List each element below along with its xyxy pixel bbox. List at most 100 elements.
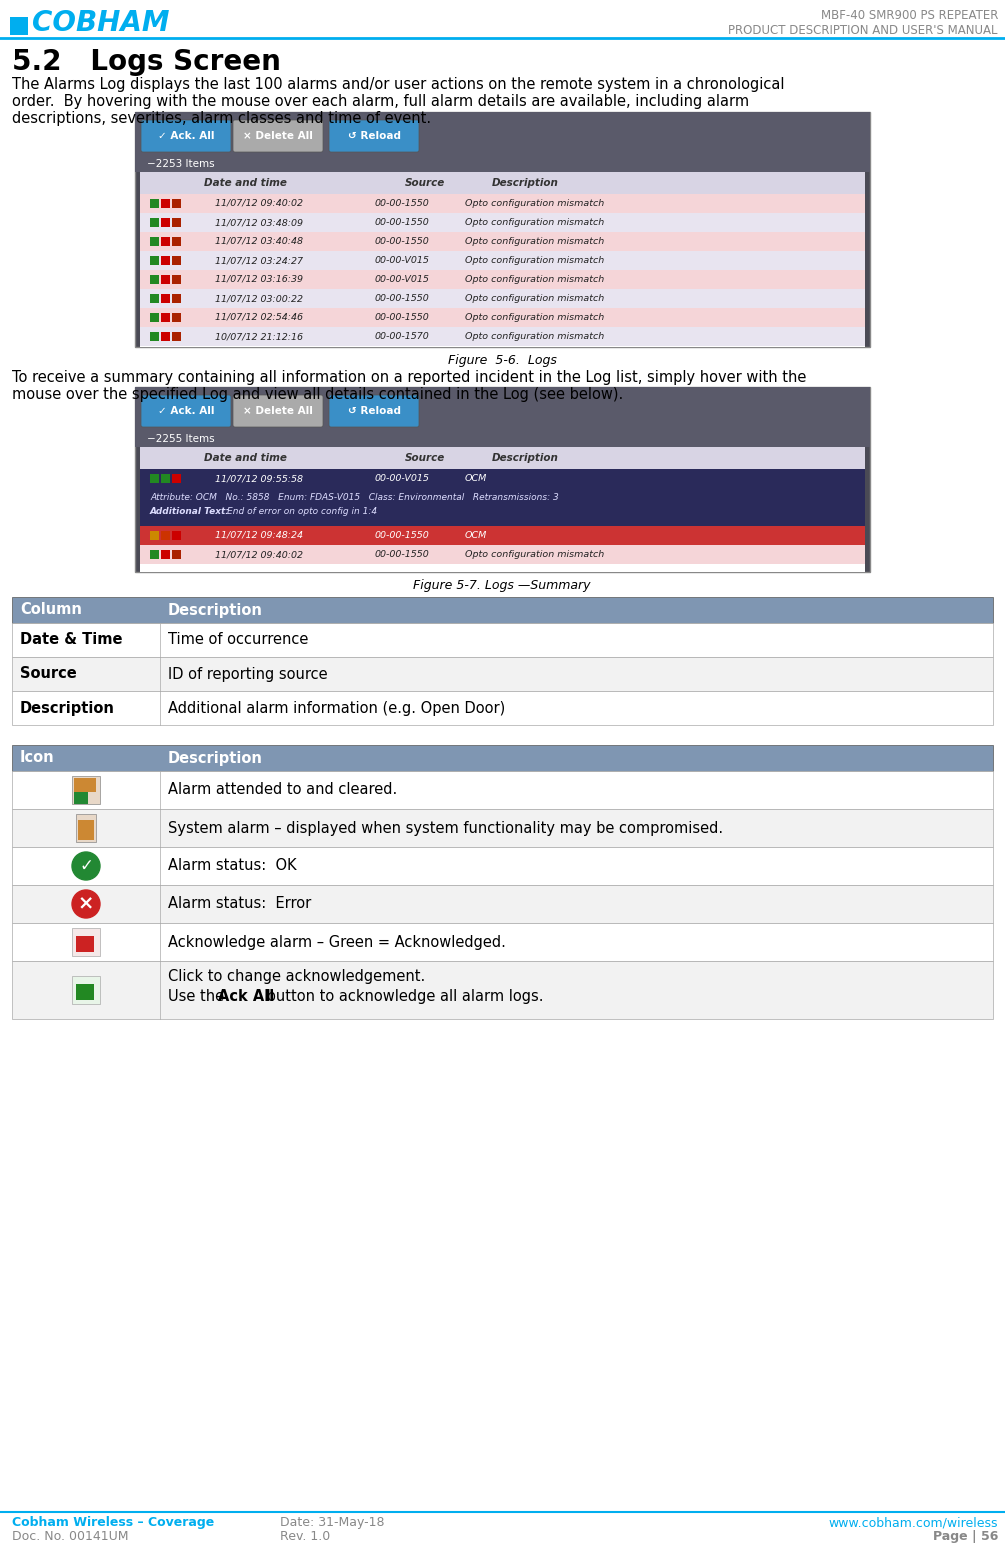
Text: 11/07/12 03:24:27: 11/07/12 03:24:27 <box>215 256 303 266</box>
Text: MBF-40 SMR900 PS REPEATER: MBF-40 SMR900 PS REPEATER <box>821 9 998 22</box>
Text: 11/07/12 03:48:09: 11/07/12 03:48:09 <box>215 219 303 226</box>
Text: mouse over the specified Log and view all details contained in the Log (see belo: mouse over the specified Log and view al… <box>12 387 623 401</box>
Text: Description: Description <box>20 700 115 715</box>
Bar <box>140 251 865 270</box>
Text: Description: Description <box>168 750 263 765</box>
Bar <box>140 172 865 194</box>
Text: 00-00-1550: 00-00-1550 <box>375 198 430 208</box>
Bar <box>161 198 170 208</box>
Text: Figure  5-6.  Logs: Figure 5-6. Logs <box>447 355 557 367</box>
Bar <box>150 198 159 208</box>
Text: Source: Source <box>405 178 445 187</box>
Bar <box>135 431 870 447</box>
Bar <box>12 597 993 623</box>
Text: ×: × <box>77 895 94 914</box>
Bar <box>12 772 993 809</box>
Bar <box>12 745 993 772</box>
Bar <box>161 219 170 226</box>
Bar <box>74 778 96 792</box>
Text: Opto configuration mismatch: Opto configuration mismatch <box>465 294 604 303</box>
Bar <box>172 256 181 266</box>
Text: 00-00-1550: 00-00-1550 <box>375 219 430 226</box>
Bar <box>135 387 870 572</box>
Bar <box>78 820 94 840</box>
Text: ✓: ✓ <box>79 858 92 875</box>
Text: Icon: Icon <box>20 750 54 765</box>
Text: Date & Time: Date & Time <box>20 633 123 648</box>
Text: www.cobham.com/wireless: www.cobham.com/wireless <box>828 1517 998 1529</box>
Bar <box>150 312 159 322</box>
Text: −2253 Items: −2253 Items <box>147 159 215 169</box>
Text: order.  By hovering with the mouse over each alarm, full alarm details are avail: order. By hovering with the mouse over e… <box>12 94 749 109</box>
Bar <box>140 308 865 326</box>
Text: OCM: OCM <box>465 531 487 540</box>
Bar <box>12 961 993 1018</box>
Text: 00-00-1550: 00-00-1550 <box>375 531 430 540</box>
Bar <box>150 275 159 284</box>
Text: Source: Source <box>405 453 445 462</box>
Bar <box>161 333 170 341</box>
Text: 11/07/12 03:00:22: 11/07/12 03:00:22 <box>215 294 303 303</box>
Text: Additional alarm information (e.g. Open Door): Additional alarm information (e.g. Open … <box>168 700 506 715</box>
Text: Opto configuration mismatch: Opto configuration mismatch <box>465 275 604 284</box>
Bar <box>150 531 159 540</box>
Bar <box>74 792 88 804</box>
FancyBboxPatch shape <box>329 120 419 152</box>
Circle shape <box>72 851 101 879</box>
Bar <box>140 447 865 572</box>
FancyBboxPatch shape <box>233 395 323 426</box>
Text: Page | 56: Page | 56 <box>933 1531 998 1543</box>
Text: Description: Description <box>168 603 263 617</box>
Bar <box>150 256 159 266</box>
Text: System alarm – displayed when system functionality may be compromised.: System alarm – displayed when system fun… <box>168 820 724 836</box>
Text: 00-00-1550: 00-00-1550 <box>375 237 430 245</box>
Bar <box>161 275 170 284</box>
Text: Alarm attended to and cleared.: Alarm attended to and cleared. <box>168 783 397 798</box>
Text: Click to change acknowledgement.: Click to change acknowledgement. <box>168 968 425 984</box>
Bar <box>72 776 101 804</box>
Text: Doc. No. 00141UM: Doc. No. 00141UM <box>12 1531 129 1543</box>
Text: button to acknowledge all alarm logs.: button to acknowledge all alarm logs. <box>262 989 544 1004</box>
Bar <box>135 112 870 156</box>
Text: ✓ Ack. All: ✓ Ack. All <box>158 406 214 415</box>
Bar <box>172 219 181 226</box>
Bar <box>172 550 181 559</box>
Bar <box>140 526 865 545</box>
Text: Description: Description <box>491 178 559 187</box>
Text: ID of reporting source: ID of reporting source <box>168 667 328 681</box>
FancyBboxPatch shape <box>141 120 231 152</box>
Bar <box>140 545 865 564</box>
Bar <box>161 237 170 245</box>
Bar <box>161 312 170 322</box>
Text: PRODUCT DESCRIPTION AND USER'S MANUAL: PRODUCT DESCRIPTION AND USER'S MANUAL <box>729 23 998 37</box>
Text: 5.2   Logs Screen: 5.2 Logs Screen <box>12 48 280 77</box>
Text: End of error on opto config in 1:4: End of error on opto config in 1:4 <box>227 508 377 515</box>
Bar <box>140 469 865 487</box>
Bar <box>140 194 865 212</box>
Bar <box>172 333 181 341</box>
Bar <box>161 550 170 559</box>
Text: 00-00-V015: 00-00-V015 <box>375 256 430 266</box>
Text: Column: Column <box>20 603 81 617</box>
Text: 00-00-1570: 00-00-1570 <box>375 333 430 341</box>
Bar <box>140 270 865 289</box>
Bar <box>12 623 993 658</box>
Text: Opto configuration mismatch: Opto configuration mismatch <box>465 237 604 245</box>
Bar <box>150 237 159 245</box>
Text: COBHAM: COBHAM <box>32 9 170 37</box>
Bar <box>150 294 159 303</box>
Text: Time of occurrence: Time of occurrence <box>168 633 309 648</box>
Bar <box>76 936 94 951</box>
Text: The Alarms Log displays the last 100 alarms and/or user actions on the remote sy: The Alarms Log displays the last 100 ala… <box>12 77 785 92</box>
Text: Opto configuration mismatch: Opto configuration mismatch <box>465 219 604 226</box>
FancyBboxPatch shape <box>329 395 419 426</box>
Text: ✓ Ack. All: ✓ Ack. All <box>158 131 214 141</box>
Text: 11/07/12 09:48:24: 11/07/12 09:48:24 <box>215 531 303 540</box>
Text: ↺ Reload: ↺ Reload <box>348 131 401 141</box>
Text: Acknowledge alarm – Green = Acknowledged.: Acknowledge alarm – Green = Acknowledged… <box>168 934 506 950</box>
Bar <box>76 814 96 842</box>
Bar <box>150 333 159 341</box>
Text: 00-00-1550: 00-00-1550 <box>375 312 430 322</box>
FancyBboxPatch shape <box>233 120 323 152</box>
Bar <box>12 847 993 886</box>
